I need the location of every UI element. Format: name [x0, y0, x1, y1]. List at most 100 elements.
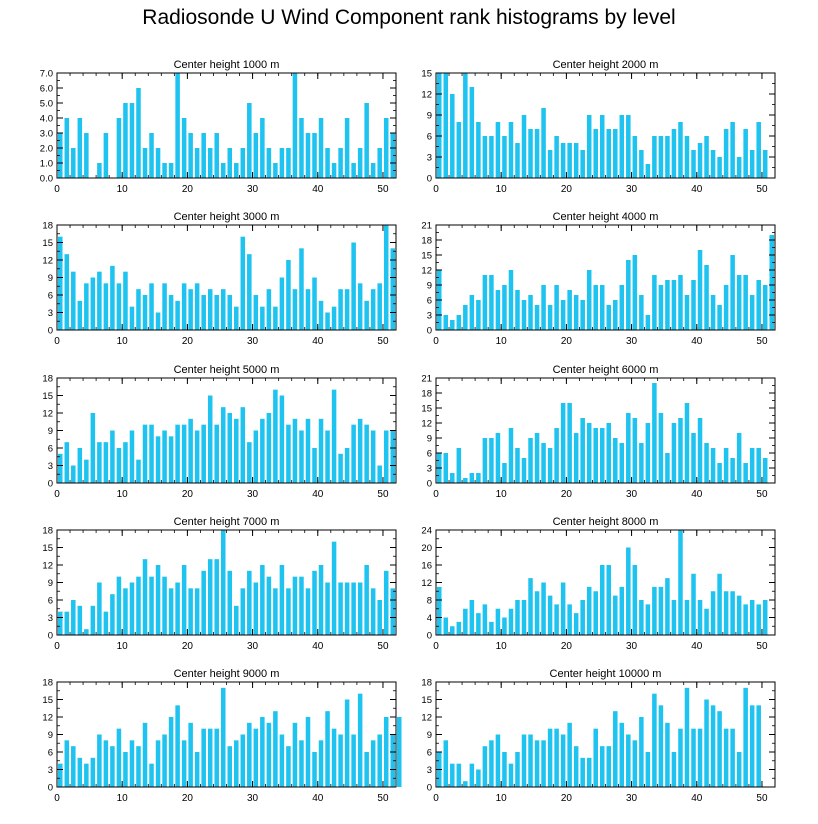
- y-tick-label: 12: [421, 266, 432, 277]
- histogram-bar: [632, 136, 638, 178]
- y-tick-label: 12: [421, 90, 432, 101]
- histogram-bar: [247, 103, 252, 178]
- histogram-bar: [704, 443, 709, 483]
- histogram-bar: [84, 459, 89, 483]
- x-tick-label: 0: [433, 336, 439, 347]
- x-tick-label: 20: [561, 793, 573, 804]
- histogram-bar: [515, 752, 520, 787]
- histogram-panel-4: Center height 4000 m 0 10 20 30 40 50 0 3 6 9 12 15 1…: [421, 211, 776, 347]
- x-tick-label: 30: [626, 336, 638, 347]
- x-tick-label: 40: [691, 793, 703, 804]
- histogram-bar: [678, 530, 683, 635]
- histogram-bar: [482, 275, 488, 330]
- histogram-bar: [292, 289, 298, 330]
- histogram-bar: [599, 115, 605, 178]
- histogram-bar: [573, 295, 579, 330]
- x-tick-label: 40: [691, 336, 703, 347]
- histogram-bar: [253, 295, 259, 330]
- histogram-bar: [227, 295, 233, 330]
- histogram-bar: [652, 383, 657, 483]
- histogram-bar: [632, 565, 638, 635]
- histogram-bar: [456, 621, 462, 636]
- histogram-bar: [220, 687, 226, 787]
- histogram-bar: [652, 586, 657, 636]
- x-tick-label: 10: [117, 336, 129, 347]
- histogram-bar: [717, 463, 722, 483]
- histogram-bar: [762, 600, 768, 635]
- histogram-bar: [273, 306, 278, 330]
- histogram-bar: [123, 442, 128, 483]
- histogram-bar: [534, 740, 540, 787]
- histogram-bar: [155, 740, 161, 787]
- histogram-bar: [521, 300, 527, 330]
- histogram-bar: [697, 600, 703, 635]
- histogram-bar: [482, 136, 488, 178]
- histogram-bar: [645, 315, 651, 330]
- y-tick-label: 0: [427, 479, 432, 490]
- y-tick-label: 15: [42, 695, 53, 706]
- histogram-bar: [318, 118, 324, 178]
- histogram-bar: [515, 290, 520, 330]
- histogram-bar: [580, 150, 585, 178]
- x-tick-label: 30: [247, 793, 259, 804]
- y-tick-label: 6: [48, 596, 53, 607]
- panel-title: Center height 3000 m: [174, 211, 280, 223]
- x-tick-label: 20: [182, 641, 194, 652]
- histogram-bar: [64, 442, 70, 483]
- histogram-bar: [77, 118, 83, 178]
- histogram-bar: [502, 617, 507, 635]
- histogram-bar: [730, 591, 735, 635]
- y-tick-label: 0: [427, 326, 432, 337]
- histogram-bar: [671, 129, 677, 178]
- histogram-bar: [84, 283, 89, 330]
- histogram-bar: [390, 734, 395, 787]
- histogram-bar: [450, 626, 455, 635]
- panel-title: Center height 5000 m: [174, 364, 280, 376]
- histogram-bar: [697, 728, 703, 787]
- histogram-bar: [586, 423, 592, 483]
- histogram-bar: [749, 295, 755, 330]
- histogram-bar: [730, 458, 735, 483]
- histogram-bar: [736, 433, 742, 483]
- histogram-bar: [123, 103, 128, 178]
- histogram-bar: [181, 565, 187, 635]
- histogram-bar: [541, 285, 546, 330]
- histogram-bar: [482, 746, 488, 787]
- x-tick-label: 50: [756, 641, 768, 652]
- y-tick-label: 9: [427, 281, 432, 292]
- histogram-bar: [116, 728, 122, 787]
- histogram-bar: [469, 600, 475, 635]
- histogram-bar: [749, 705, 755, 787]
- histogram-bar: [534, 433, 540, 483]
- histogram-bar: [253, 133, 259, 178]
- histogram-bar: [450, 763, 455, 787]
- histogram-bar: [639, 600, 644, 635]
- histogram-bar: [717, 157, 722, 178]
- histogram-bar: [110, 594, 115, 635]
- histogram-bar: [266, 289, 272, 330]
- histogram-bar: [743, 687, 748, 787]
- histogram-bar: [684, 600, 690, 635]
- histogram-bar: [214, 728, 219, 787]
- histogram-bar: [299, 118, 304, 178]
- histogram-bar: [684, 136, 690, 178]
- histogram-bar: [619, 285, 625, 330]
- x-tick-label: 50: [756, 336, 768, 347]
- histogram-bar: [194, 752, 200, 787]
- histogram-bar: [286, 746, 291, 787]
- histogram-bar: [560, 143, 566, 178]
- y-tick-label: 9: [427, 111, 432, 122]
- histogram-bar: [331, 163, 337, 178]
- histogram-bar: [247, 722, 252, 787]
- histogram-bar: [469, 473, 475, 483]
- histogram-bar: [325, 312, 330, 330]
- histogram-bar: [266, 722, 272, 787]
- histogram-bar: [736, 595, 742, 636]
- histogram-bar: [463, 608, 468, 635]
- histogram-bar: [103, 133, 109, 178]
- histogram-bar: [279, 395, 285, 483]
- histogram-bar: [266, 576, 272, 635]
- histogram-bar: [234, 740, 239, 787]
- histogram-bar: [129, 306, 135, 330]
- y-tick-label: 3: [48, 308, 53, 319]
